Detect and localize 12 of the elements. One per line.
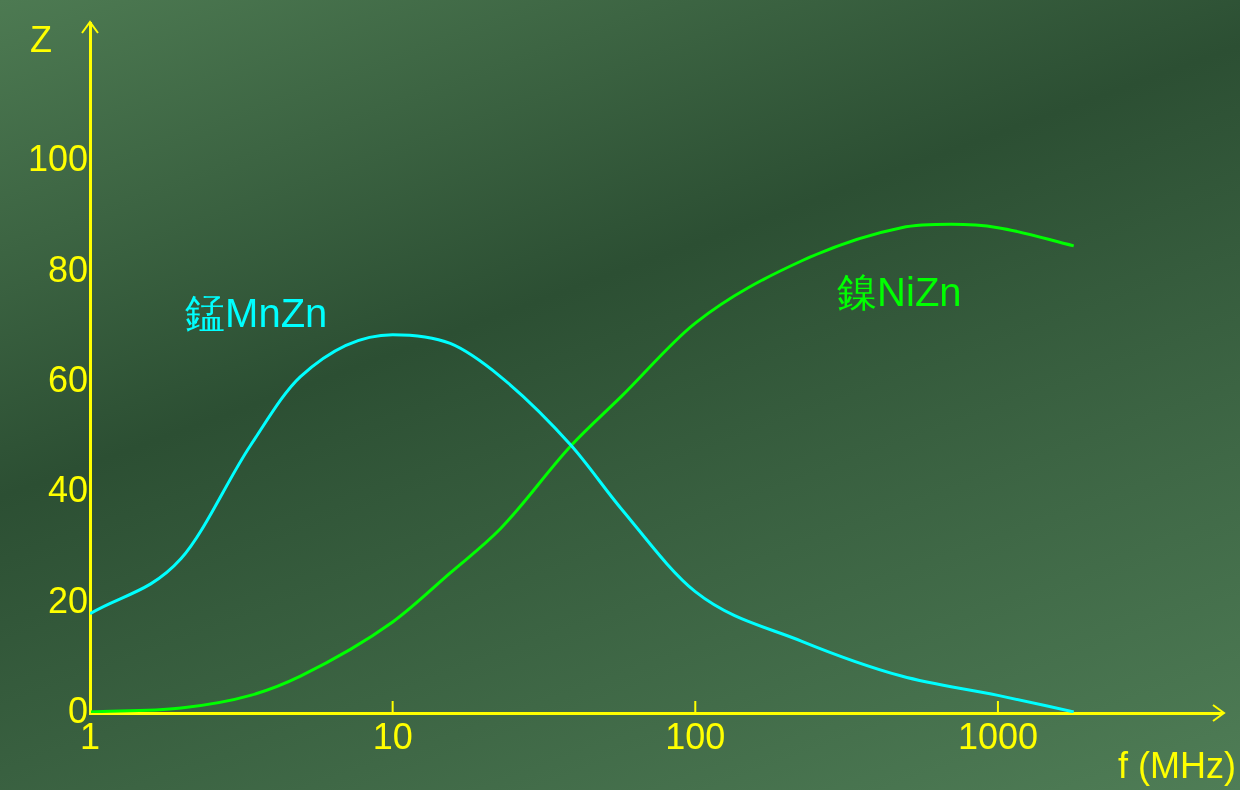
y-tick-label: 80 [47,248,88,290]
x-axis-title: f (MHz) [1118,745,1236,786]
x-tick-label: 100 [665,715,726,757]
y-tick-label: 100 [27,138,88,180]
y-tick-label: 60 [47,359,88,401]
series-label: 鎳NiZn [837,270,962,315]
y-axis-title: Z [30,19,52,60]
y-tick-label: 20 [47,579,88,621]
series-label: 錳MnZn [185,290,328,335]
x-tick-label: 10 [372,715,413,757]
x-tick-label: 1000 [957,715,1038,757]
y-tick-label: 40 [47,469,88,511]
